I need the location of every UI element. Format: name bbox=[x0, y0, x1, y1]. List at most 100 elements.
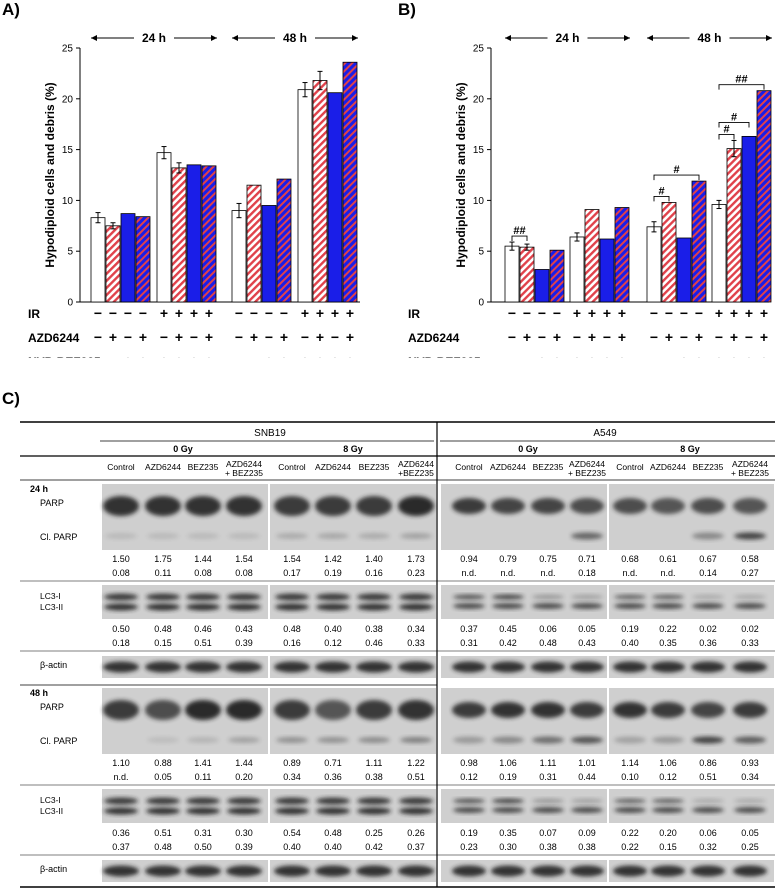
arrow-head bbox=[91, 35, 97, 41]
blot-band bbox=[691, 498, 725, 514]
blot-band bbox=[652, 603, 684, 609]
quant-value: 0.16 bbox=[283, 638, 301, 648]
quant-value: 0.68 bbox=[621, 554, 639, 564]
quant-value: 0.48 bbox=[539, 638, 557, 648]
blot-band bbox=[276, 737, 308, 743]
quant-value: 0.08 bbox=[112, 568, 130, 578]
blot-band bbox=[316, 807, 350, 815]
quant-value: 0.38 bbox=[365, 772, 383, 782]
quant-value: 0.98 bbox=[460, 758, 478, 768]
quant-value: 0.05 bbox=[578, 624, 596, 634]
blot-band bbox=[185, 661, 221, 673]
blot-band bbox=[532, 603, 564, 609]
blot-band bbox=[315, 865, 351, 877]
blot-band bbox=[274, 865, 310, 877]
arrow-head bbox=[211, 35, 217, 41]
condition-label: IR bbox=[408, 307, 420, 321]
condition-sign: − bbox=[265, 305, 273, 321]
blot-band bbox=[104, 807, 138, 815]
condition-sign: − bbox=[94, 305, 102, 321]
blot-band bbox=[315, 661, 351, 673]
condition-sign: + bbox=[695, 353, 703, 358]
blot-band bbox=[570, 865, 604, 877]
condition-label: AZD6244 bbox=[28, 331, 80, 345]
blot-band bbox=[651, 865, 685, 877]
condition-sign: + bbox=[346, 329, 354, 345]
condition-sign: + bbox=[588, 329, 596, 345]
quant-value: 0.36 bbox=[324, 772, 342, 782]
blot-band bbox=[652, 594, 684, 600]
significance-bracket bbox=[653, 174, 700, 181]
condition-sign: + bbox=[715, 305, 723, 321]
blot-band bbox=[356, 865, 392, 877]
quant-value: 1.42 bbox=[324, 554, 342, 564]
blot-band bbox=[692, 798, 724, 804]
quant-value: 0.19 bbox=[460, 828, 478, 838]
blot-band bbox=[186, 807, 220, 815]
blot-band bbox=[733, 702, 767, 718]
condition-sign: + bbox=[618, 353, 626, 358]
quant-value: 0.35 bbox=[499, 828, 517, 838]
quant-value: 0.33 bbox=[407, 638, 425, 648]
quant-value: 0.31 bbox=[539, 772, 557, 782]
quant-value: 1.41 bbox=[194, 758, 212, 768]
quant-value: 0.51 bbox=[154, 828, 172, 838]
condition-sign: + bbox=[618, 305, 626, 321]
condition-sign: + bbox=[745, 353, 753, 358]
quant-value: 0.40 bbox=[621, 638, 639, 648]
condition-sign: + bbox=[280, 329, 288, 345]
arrow-head bbox=[624, 35, 630, 41]
bar bbox=[711, 204, 727, 303]
quant-value: 0.54 bbox=[283, 828, 301, 838]
condition-label: AZD6244 bbox=[315, 462, 351, 472]
quant-value: 0.40 bbox=[283, 842, 301, 852]
condition-sign: − bbox=[715, 329, 723, 345]
condition-sign: + bbox=[175, 353, 183, 358]
condition-sign: − bbox=[139, 305, 147, 321]
blot-band bbox=[614, 603, 646, 609]
blot-band bbox=[531, 661, 565, 673]
condition-sign: − bbox=[523, 353, 531, 358]
dose-label: 0 Gy bbox=[518, 444, 538, 454]
quant-value: 0.30 bbox=[499, 842, 517, 852]
bar bbox=[646, 226, 662, 303]
quant-value: 0.42 bbox=[365, 842, 383, 852]
condition-sign: + bbox=[618, 329, 626, 345]
arrow-head bbox=[647, 35, 653, 41]
blot-band bbox=[186, 797, 220, 805]
blot-label: LC3-I bbox=[40, 591, 61, 601]
bar bbox=[599, 238, 615, 303]
blot-band bbox=[357, 593, 391, 601]
dose-label: 0 Gy bbox=[173, 444, 193, 454]
condition-sign: − bbox=[250, 353, 258, 358]
y-tick-label: 0 bbox=[67, 298, 73, 309]
quant-value: 0.40 bbox=[324, 624, 342, 634]
condition-sign: − bbox=[301, 329, 309, 345]
blot-band bbox=[103, 496, 139, 516]
quant-value: 0.34 bbox=[407, 624, 425, 634]
quant-value: 0.37 bbox=[407, 842, 425, 852]
bar bbox=[231, 210, 247, 303]
bar bbox=[135, 216, 151, 303]
panel-c-label: C) bbox=[2, 389, 20, 408]
blot-band bbox=[613, 865, 647, 877]
condition-sign: − bbox=[665, 305, 673, 321]
blot-band bbox=[453, 736, 485, 744]
condition-sign: − bbox=[680, 305, 688, 321]
blot-band bbox=[356, 661, 392, 673]
quant-value: 0.23 bbox=[460, 842, 478, 852]
quant-value: 1.44 bbox=[194, 554, 212, 564]
bar bbox=[171, 167, 187, 303]
bar bbox=[569, 236, 585, 303]
blot-band bbox=[104, 603, 138, 611]
quant-value: 0.30 bbox=[235, 828, 253, 838]
y-tick-label: 25 bbox=[473, 44, 485, 55]
blot-band bbox=[453, 807, 485, 813]
blot-band bbox=[532, 736, 564, 744]
condition-sign: + bbox=[190, 305, 198, 321]
quant-value: 0.25 bbox=[365, 828, 383, 838]
blot-band bbox=[532, 594, 564, 600]
blot-band bbox=[532, 807, 564, 813]
quant-value: 0.50 bbox=[112, 624, 130, 634]
blot-band bbox=[275, 603, 309, 611]
